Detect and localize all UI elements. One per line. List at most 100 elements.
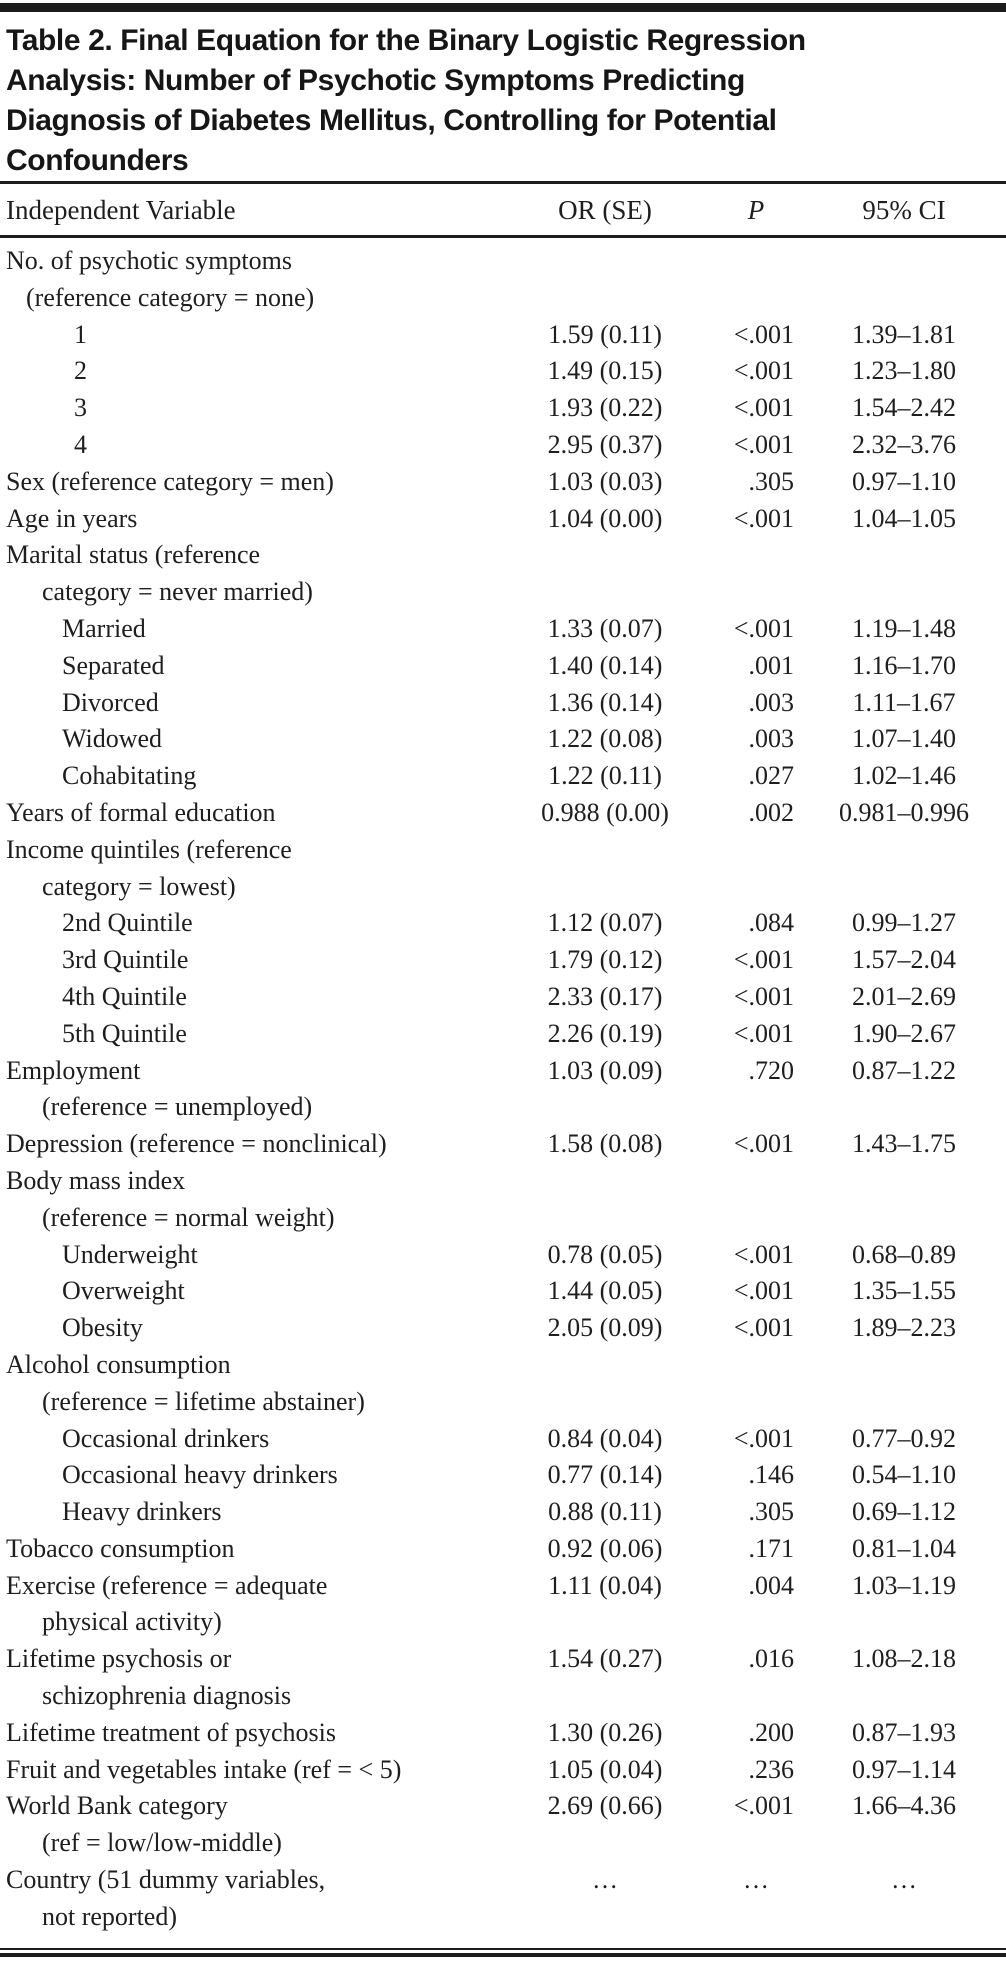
- cell-95-ci: 2.01–2.69: [852, 981, 956, 1011]
- cell-variable: Body mass index: [6, 1165, 186, 1195]
- cell-variable: (reference = unemployed): [42, 1092, 313, 1122]
- table-row: Overweight 1.44 (0.05) <.001 1.35–1.55: [0, 1273, 1006, 1310]
- table-top-bar: [0, 3, 1006, 12]
- cell-95-ci: 1.89–2.23: [852, 1313, 956, 1343]
- cell-95-ci: 0.97–1.14: [852, 1754, 956, 1784]
- table-row: Country (51 dummy variables,………: [0, 1862, 1006, 1899]
- table-row: 2 1.49 (0.15) <.001 1.23–1.80: [0, 353, 1006, 390]
- cell-95-ci: 0.54–1.10: [852, 1460, 956, 1490]
- cell-variable: (reference = lifetime abstainer): [42, 1386, 365, 1416]
- table-row: 1 1.59 (0.11) <.001 1.39–1.81: [0, 317, 1006, 354]
- cell-95-ci: 1.57–2.04: [852, 945, 956, 975]
- cell-95-ci: 0.981–0.996: [839, 797, 969, 827]
- table-row: 2nd Quintile 1.12 (0.07) .084 0.99–1.27: [0, 905, 1006, 942]
- cell-or-se: 2.33 (0.17): [547, 981, 663, 1011]
- cell-variable: 2nd Quintile: [62, 908, 193, 938]
- table-title-line-4: Confounders: [6, 144, 189, 177]
- cell-95-ci: 1.19–1.48: [852, 613, 956, 643]
- cell-variable: Underweight: [62, 1239, 198, 1269]
- table-row: Separated 1.40 (0.14) .001 1.16–1.70: [0, 648, 1006, 685]
- table-row: schizophrenia diagnosis: [0, 1678, 1006, 1715]
- table-row: (ref = low/low-middle): [0, 1825, 1006, 1862]
- table-row: 4 2.95 (0.37) <.001 2.32–3.76: [0, 427, 1006, 464]
- cell-95-ci: 1.04–1.05: [852, 503, 956, 533]
- cell-variable: Exercise (reference = adequate: [6, 1570, 328, 1600]
- table-row: Income quintiles (reference: [0, 832, 1006, 869]
- table-row: category = never married): [0, 574, 1006, 611]
- cell-variable: (reference category = none): [26, 282, 315, 312]
- table-row: Body mass index: [0, 1163, 1006, 1200]
- bottom-rule-thin: [0, 1947, 1006, 1950]
- cell-variable: Separated: [62, 650, 165, 680]
- cell-or-se: 0.77 (0.14): [547, 1460, 663, 1490]
- cell-variable: category = lowest): [42, 871, 236, 901]
- cell-p-value: .003: [748, 724, 795, 754]
- cell-p-value: <.001: [733, 1791, 794, 1821]
- cell-95-ci: 1.90–2.67: [852, 1018, 956, 1048]
- cell-p-value: .305: [748, 466, 795, 496]
- cell-or-se: 1.58 (0.08): [547, 1129, 663, 1159]
- cell-or-se: 1.59 (0.11): [548, 319, 662, 349]
- cell-p-value: .200: [748, 1717, 795, 1747]
- cell-variable: Overweight: [62, 1276, 185, 1306]
- cell-95-ci: 1.43–1.75: [852, 1129, 956, 1159]
- cell-or-se: 0.84 (0.04): [547, 1423, 663, 1453]
- cell-or-se: 1.33 (0.07): [547, 613, 663, 643]
- table-title-line-2: Analysis: Number of Psychotic Symptoms P…: [6, 64, 745, 97]
- cell-or-se: 1.04 (0.00): [547, 503, 663, 533]
- table-row: Lifetime treatment of psychosis 1.30 (0.2…: [0, 1715, 1006, 1752]
- table-row: Tobacco consumption 0.92 (0.06) .171 0.81–1…: [0, 1531, 1006, 1568]
- table-row: Exercise (reference = adequate 1.11 (0.04…: [0, 1568, 1006, 1605]
- cell-variable: not reported): [42, 1901, 178, 1931]
- cell-or-se: 0.92 (0.06): [547, 1533, 663, 1563]
- table-row: (reference category = none): [0, 280, 1006, 317]
- cell-p-value: .027: [748, 761, 795, 791]
- cell-95-ci: 1.54–2.42: [852, 393, 956, 423]
- cell-or-se: 0.88 (0.11): [548, 1497, 662, 1527]
- cell-or-se: 2.26 (0.19): [547, 1018, 663, 1048]
- cell-p-value: <.001: [733, 1423, 794, 1453]
- cell-95-ci: 2.32–3.76: [852, 429, 956, 459]
- table-row: Alcohol consumption: [0, 1347, 1006, 1384]
- rule-below-header: [0, 235, 1006, 238]
- cell-95-ci: 1.66–4.36: [852, 1791, 956, 1821]
- cell-variable: (reference = normal weight): [42, 1202, 335, 1232]
- table-row: Occasional drinkers 0.84 (0.04) <.001 0.77–…: [0, 1421, 1006, 1458]
- cell-or-se: …: [592, 1865, 618, 1895]
- cell-variable: Lifetime treatment of psychosis: [6, 1717, 336, 1747]
- rule-below-title: [0, 181, 1006, 184]
- cell-variable: Alcohol consumption: [6, 1349, 231, 1379]
- table-row: No. of psychotic symptoms: [0, 243, 1006, 280]
- cell-variable: 2: [74, 356, 87, 386]
- table-title-line-1: Table 2. Final Equation for the Binary L…: [6, 24, 806, 57]
- cell-variable: No. of psychotic symptoms: [6, 246, 292, 275]
- cell-or-se: 1.22 (0.11): [548, 761, 662, 791]
- column-header-95-ci: 95% CI: [862, 195, 946, 225]
- table-row: 5th Quintile 2.26 (0.19) <.001 1.90–2.67: [0, 1016, 1006, 1053]
- cell-95-ci: 0.68–0.89: [852, 1239, 956, 1269]
- cell-variable: physical activity): [42, 1607, 222, 1637]
- cell-95-ci: 1.39–1.81: [852, 319, 956, 349]
- table-row: Fruit and vegetables intake (ref = < 5) 1…: [0, 1752, 1006, 1789]
- table-row: (reference = normal weight): [0, 1200, 1006, 1237]
- table-row: Obesity 2.05 (0.09) <.001 1.89–2.23: [0, 1310, 1006, 1347]
- cell-95-ci: 1.35–1.55: [852, 1276, 956, 1306]
- cell-or-se: 0.78 (0.05): [547, 1239, 663, 1269]
- cell-95-ci: 0.87–1.22: [852, 1055, 956, 1085]
- column-header-independent-variable: Independent Variable: [6, 195, 236, 225]
- cell-variable: World Bank category: [6, 1791, 228, 1821]
- cell-variable: Country (51 dummy variables,: [6, 1865, 326, 1895]
- cell-variable: Sex (reference category = men): [6, 466, 334, 496]
- cell-p-value: <.001: [733, 319, 794, 349]
- cell-95-ci: 1.02–1.46: [852, 761, 956, 791]
- cell-or-se: 1.44 (0.05): [547, 1276, 663, 1306]
- cell-variable: 3rd Quintile: [62, 945, 189, 975]
- cell-95-ci: 1.23–1.80: [852, 356, 956, 386]
- table-row: 3rd Quintile 1.79 (0.12) <.001 1.57–2.04: [0, 942, 1006, 979]
- table-row: Occasional heavy drinkers 0.77 (0.14) .146…: [0, 1457, 1006, 1494]
- cell-variable: Employment: [6, 1055, 141, 1085]
- cell-95-ci: 0.81–1.04: [852, 1533, 956, 1563]
- cell-p-value: <.001: [733, 1276, 794, 1306]
- cell-p-value: <.001: [733, 981, 794, 1011]
